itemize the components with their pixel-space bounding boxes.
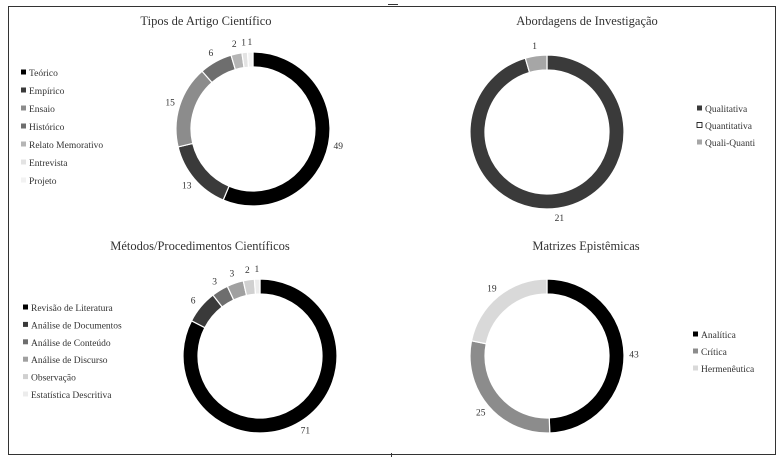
- chart-3-data-label-2: 6: [191, 296, 196, 306]
- chart-3-legend-marker-5: [23, 374, 28, 380]
- chart-2-legend-marker-3: [697, 139, 702, 145]
- chart-3-legend-label-6: Estatística Descritiva: [31, 391, 112, 401]
- chart-1-slice-3: [175, 70, 213, 148]
- chart-1-title: Tipos de Artigo Científico: [140, 14, 271, 28]
- chart-1-data-label-3: 15: [165, 99, 175, 109]
- chart-3-data-label-5: 2: [245, 266, 250, 276]
- chart-3-data-label-4: 3: [230, 270, 235, 280]
- chart-1-legend-label-5: Relato Memorativo: [29, 141, 103, 151]
- figure-frame: [8, 6, 776, 455]
- chart-1-data-label-5: 2: [232, 40, 237, 50]
- chart-4-legend-marker-2: [693, 348, 698, 354]
- chart-3-legend-marker-6: [23, 391, 28, 397]
- chart-4-data-label-3: 19: [487, 285, 497, 295]
- chart-1-data-label-2: 13: [182, 181, 192, 191]
- chart-2-title: Abordagens de Investigação: [516, 14, 658, 28]
- chart-4-legend-marker-1: [693, 331, 698, 337]
- chart-3-data-label-1: 71: [301, 426, 311, 436]
- chart-2-slice-1: [469, 54, 625, 210]
- chart-3-slice-6: [253, 278, 261, 295]
- chart-3-legend-marker-4: [23, 356, 28, 362]
- chart-3-legend-marker-1: [23, 304, 28, 310]
- chart-2-legend-marker-1: [697, 105, 702, 111]
- chart-1-legend-marker-6: [21, 159, 26, 165]
- chart-3-legend-marker-2: [23, 321, 28, 327]
- chart-4-legend-marker-3: [693, 365, 698, 371]
- chart-1-legend-marker-1: [21, 69, 26, 75]
- chart-2-slice-3: [524, 54, 548, 74]
- frame-tick-bottom: [391, 453, 392, 457]
- chart-4-legend-label-2: Crítica: [701, 348, 728, 358]
- chart-1-slice-2: [177, 142, 230, 201]
- chart-2-legend-label-1: Qualitativa: [705, 105, 748, 115]
- chart-2-legend-marker-2: [696, 122, 703, 128]
- chart-3-slice-1: [182, 278, 338, 434]
- chart-1-data-label-1: 49: [334, 142, 344, 152]
- chart-1-legend-marker-7: [21, 177, 26, 183]
- chart-1-slice-1: [222, 51, 331, 207]
- chart-4-legend-label-1: Analítica: [701, 331, 737, 341]
- chart-4-slice-3: [470, 278, 548, 345]
- chart-2: 21 1 Qualitativa Quantitativa Quali-Quanti: [469, 42, 755, 224]
- chart-1-slice-7: [246, 51, 254, 68]
- chart-1-legend-label-3: Ensaio: [29, 105, 55, 115]
- chart-3-title: Métodos/Procedimentos Científicos: [110, 239, 290, 253]
- chart-4-slice-2: [469, 340, 551, 434]
- chart-1-legend-label-2: Empírico: [29, 87, 65, 97]
- chart-4-legend-label-3: Hermenêutica: [701, 365, 755, 375]
- chart-1-data-label-7: 1: [247, 38, 252, 48]
- chart-1-legend-marker-2: [21, 87, 26, 93]
- chart-3-legend-label-1: Revisão de Literatura: [31, 304, 114, 314]
- chart-2-legend-label-3: Quali-Quanti: [705, 139, 755, 149]
- chart-1-data-label-6: 1: [241, 39, 246, 49]
- chart-1-legend-label-4: Histórico: [29, 123, 65, 133]
- chart-3-legend-label-5: Observação: [31, 374, 76, 384]
- chart-4-title: Matrizes Epistêmicas: [532, 239, 639, 253]
- chart-1-legend-label-7: Projeto: [29, 177, 57, 187]
- chart-1-legend-label-6: Entrevista: [29, 159, 68, 169]
- chart-3-data-label-3: 3: [212, 278, 217, 288]
- chart-3-legend-label-3: Análise de Conteúdo: [31, 339, 111, 349]
- chart-1-data-label-4: 6: [208, 49, 213, 59]
- chart-3-data-label-6: 1: [254, 265, 259, 275]
- chart-4-slice-1: [546, 278, 625, 434]
- chart-4-data-label-2: 25: [476, 408, 486, 418]
- chart-3-legend-label-2: Análise de Documentos: [31, 321, 122, 331]
- chart-1-legend-marker-3: [21, 105, 26, 111]
- chart-1-legend-marker-4: [21, 123, 26, 129]
- chart-3-legend-label-4: Análise de Discurso: [31, 356, 108, 366]
- chart-2-data-label-3: 1: [532, 42, 537, 52]
- frame-tick-top: [388, 4, 398, 5]
- chart-4-data-label-1: 43: [629, 350, 639, 360]
- chart-1-legend-marker-5: [21, 141, 26, 147]
- chart-4: 43 25 19 Analítica Crítica Hermenêutica: [469, 278, 755, 434]
- chart-2-legend-label-2: Quantitativa: [705, 122, 753, 132]
- chart-1: 49 13 15 6 2 1 1 Teórico Empírico Ensaio Histórico…: [21, 38, 344, 207]
- chart-3-legend-marker-3: [23, 339, 28, 345]
- chart-1-legend-label-1: Teórico: [29, 69, 58, 79]
- chart-2-data-label-1: 21: [555, 214, 565, 224]
